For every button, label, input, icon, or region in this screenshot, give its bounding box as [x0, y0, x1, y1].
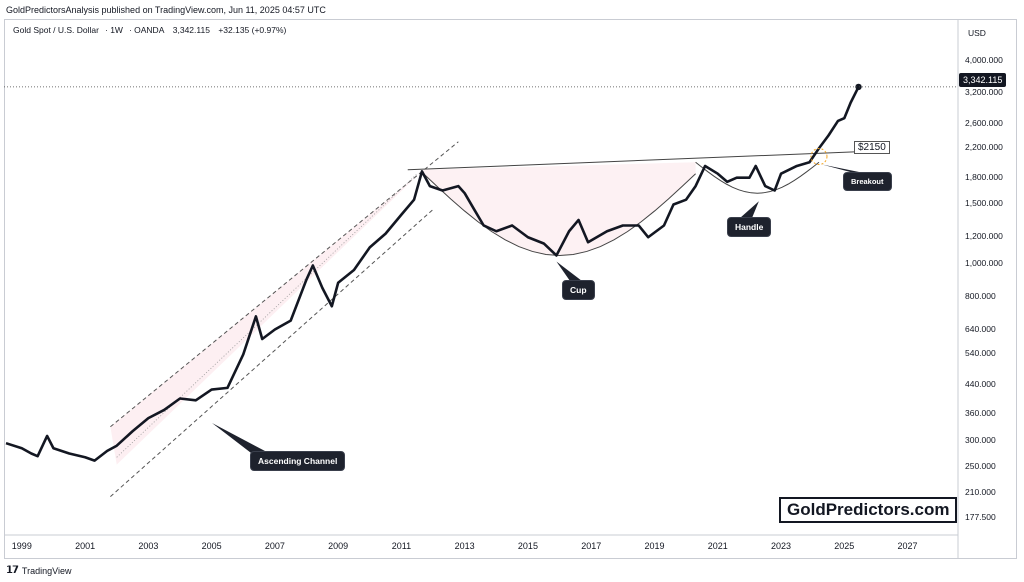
x-tick-label: 1999	[11, 541, 32, 551]
price-line	[5, 86, 860, 462]
x-tick-label: 2013	[454, 541, 475, 551]
callout-pointer-breakout	[822, 164, 864, 173]
y-tick-label: 2,200.000	[965, 142, 1003, 153]
tradingview-logo-icon: 𝟭𝟳	[6, 565, 19, 576]
y-tick-label: 210.000	[965, 487, 996, 498]
y-tick-label: 640.000	[965, 323, 996, 334]
y-tick-label: 440.000	[965, 378, 996, 389]
currency-label: USD	[968, 28, 986, 38]
publish-info: GoldPredictorsAnalysis published on Trad…	[6, 5, 326, 15]
x-tick-label: 2005	[201, 541, 222, 551]
y-tick-label: 1,800.000	[965, 171, 1003, 182]
y-tick-label: 360.000	[965, 407, 996, 418]
x-tick-label: 2001	[75, 541, 96, 551]
cup-curve	[423, 173, 696, 256]
last-price-tag: 3,342.115	[959, 73, 1007, 87]
callout-pointer-channel	[212, 423, 265, 456]
x-tick-label: 2007	[264, 541, 285, 551]
x-tick-label: 2025	[834, 541, 855, 551]
y-tick-label: 540.000	[965, 348, 996, 359]
watermark: GoldPredictors.com	[779, 497, 958, 523]
x-tick-label: 2027	[897, 541, 918, 551]
x-tick-label: 2021	[707, 541, 728, 551]
cup-fill	[423, 162, 696, 256]
symbol-source: OANDA	[134, 25, 165, 35]
symbol-interval: 1W	[110, 25, 123, 35]
x-tick-label: 2003	[138, 541, 159, 551]
callout-handle: Handle	[727, 217, 772, 237]
symbol-name: Gold Spot / U.S. Dollar	[13, 25, 99, 35]
callout-pointer-handle	[740, 201, 759, 218]
x-tick-label: 2015	[517, 541, 538, 551]
y-tick-label: 177.500	[965, 511, 996, 522]
y-tick-label: 300.000	[965, 434, 996, 445]
breakout-marker	[810, 148, 828, 166]
x-tick-label: 2017	[581, 541, 602, 551]
y-tick-label: 800.000	[965, 290, 996, 301]
y-tick-label: 4,000.000	[965, 54, 1003, 65]
y-tick-label: 1,500.000	[965, 198, 1003, 209]
handle-curve	[695, 161, 820, 194]
x-tick-label: 2011	[391, 541, 412, 551]
neckline	[407, 151, 861, 171]
symbol-change: +32.135 (+0.97%)	[218, 25, 287, 35]
y-tick-label: 3,200.000	[965, 87, 1003, 98]
symbol-price: 3,342.115	[172, 25, 210, 35]
footer-brand: TradingView	[21, 565, 72, 576]
channel-lower-line	[110, 209, 434, 497]
symbol-legend: Gold Spot / U.S. Dollar · 1W · OANDA 3,342…	[13, 25, 287, 35]
y-tick-label: 250.000	[965, 461, 996, 472]
x-tick-label: 2009	[328, 541, 349, 551]
y-tick-label: 1,000.000	[965, 258, 1003, 268]
chart-frame	[4, 19, 1017, 559]
callout-pointer-cup	[556, 261, 582, 281]
callout-cup: Cup	[562, 280, 595, 300]
level-label: $2150	[854, 141, 890, 154]
footer: 𝟭𝟳 TradingView	[6, 565, 71, 576]
x-tick-label: 2023	[771, 541, 792, 551]
x-tick-label: 2019	[644, 541, 665, 551]
y-tick-label: 2,600.000	[965, 117, 1003, 128]
last-price-dot	[855, 83, 862, 91]
channel-fill	[110, 141, 459, 465]
y-tick-label: 1,200.000	[965, 231, 1003, 242]
callout-breakout: Breakout	[843, 172, 892, 191]
callout-ascending-channel: Ascending Channel	[250, 451, 346, 471]
